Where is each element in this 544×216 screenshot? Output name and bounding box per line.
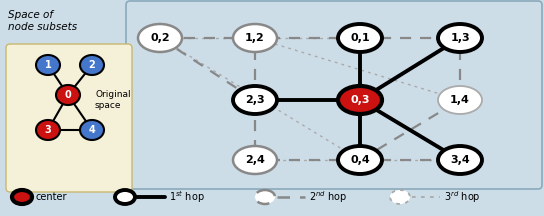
Ellipse shape [138,24,182,52]
Ellipse shape [438,86,482,114]
Ellipse shape [438,146,482,174]
Ellipse shape [338,24,382,52]
FancyBboxPatch shape [6,44,132,192]
Text: 1,2: 1,2 [245,33,265,43]
Text: 2,3: 2,3 [245,95,265,105]
Text: 3: 3 [45,125,51,135]
Text: 1: 1 [45,60,51,70]
Ellipse shape [80,120,104,140]
Text: 0,4: 0,4 [350,155,370,165]
Ellipse shape [36,55,60,75]
Text: 1$^{st}$ hop: 1$^{st}$ hop [169,189,205,205]
FancyBboxPatch shape [126,1,542,189]
Ellipse shape [233,86,277,114]
Ellipse shape [233,24,277,52]
Ellipse shape [115,190,135,204]
Ellipse shape [56,85,80,105]
Text: 4: 4 [89,125,95,135]
Text: Original
space: Original space [95,90,131,110]
Text: 0: 0 [65,90,71,100]
Ellipse shape [338,146,382,174]
Ellipse shape [390,190,410,204]
Text: Space of
node subsets: Space of node subsets [8,10,77,32]
Ellipse shape [233,146,277,174]
Ellipse shape [36,120,60,140]
Text: 2: 2 [89,60,95,70]
Text: 2$^{nd}$ hop: 2$^{nd}$ hop [309,189,347,205]
Ellipse shape [338,86,382,114]
Text: 0,1: 0,1 [350,33,370,43]
Text: 0,3: 0,3 [350,95,370,105]
Ellipse shape [80,55,104,75]
Ellipse shape [438,24,482,52]
Ellipse shape [12,190,32,204]
Text: 2,4: 2,4 [245,155,265,165]
Text: center: center [36,192,67,202]
Text: 3$^{rd}$ hop: 3$^{rd}$ hop [444,189,481,205]
Text: 1,4: 1,4 [450,95,470,105]
Text: 3,4: 3,4 [450,155,470,165]
Text: 0,2: 0,2 [150,33,170,43]
Ellipse shape [255,190,275,204]
Text: 1,3: 1,3 [450,33,470,43]
